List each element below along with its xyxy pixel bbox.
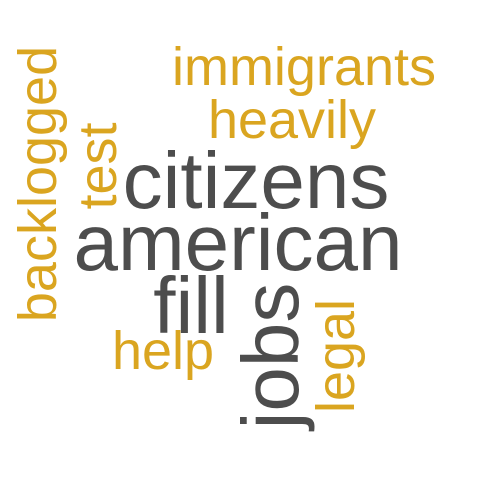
word-immigrants: immigrants: [172, 37, 436, 97]
word-american: american: [73, 198, 402, 287]
word-backlogged: backlogged: [8, 46, 68, 322]
word-heavily: heavily: [208, 90, 376, 150]
word-test: test: [68, 122, 128, 209]
word-help: help: [112, 321, 214, 381]
word-jobs: jobs: [226, 283, 315, 432]
word-citizens: citizens: [123, 136, 390, 225]
word-fill: fill: [153, 261, 229, 350]
word-legal: legal: [306, 299, 366, 413]
